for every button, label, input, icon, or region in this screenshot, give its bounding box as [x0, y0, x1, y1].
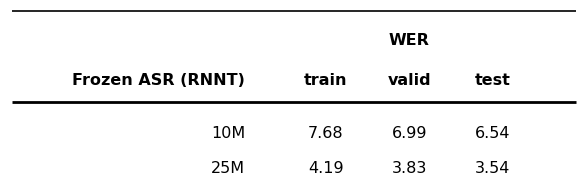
Text: 3.54: 3.54 — [475, 161, 510, 176]
Text: 25M: 25M — [211, 161, 245, 176]
Text: WER: WER — [389, 33, 430, 48]
Text: Frozen ASR (RNNT): Frozen ASR (RNNT) — [72, 73, 245, 87]
Text: 7.68: 7.68 — [308, 126, 343, 141]
Text: valid: valid — [387, 73, 431, 87]
Text: train: train — [304, 73, 348, 87]
Text: 6.99: 6.99 — [392, 126, 427, 141]
Text: 3.83: 3.83 — [392, 161, 427, 176]
Text: 10M: 10M — [211, 126, 245, 141]
Text: 4.19: 4.19 — [308, 161, 343, 176]
Text: 6.54: 6.54 — [475, 126, 510, 141]
Text: test: test — [475, 73, 511, 87]
